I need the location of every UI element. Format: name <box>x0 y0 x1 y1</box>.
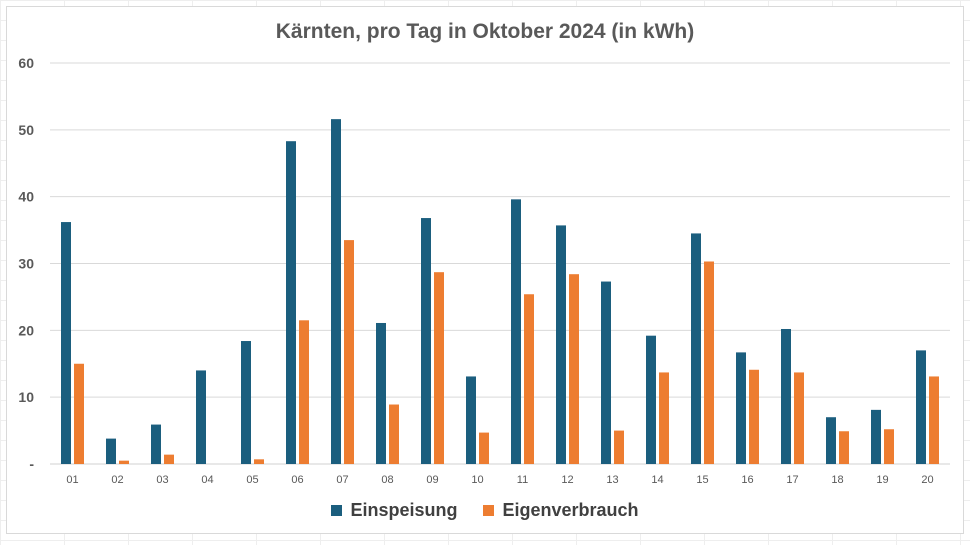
legend: Einspeisung Eigenverbrauch <box>0 500 970 521</box>
bar-einspeisung-08 <box>376 322 386 464</box>
bar-eigenverbrauch-08 <box>389 404 399 464</box>
bar-eigenverbrauch-10 <box>479 432 489 464</box>
bar-einspeisung-17 <box>781 328 791 464</box>
bar-einspeisung-18 <box>826 417 836 464</box>
x-tick-label: 19 <box>876 474 888 486</box>
bar-eigenverbrauch-07 <box>344 240 354 464</box>
x-tick-label: 05 <box>246 474 258 486</box>
x-tick-label: 08 <box>381 474 393 486</box>
y-tick-label: 60 <box>18 55 34 71</box>
bar-einspeisung-12 <box>556 225 566 464</box>
x-tick-label: 09 <box>426 474 438 486</box>
bar-einspeisung-19 <box>871 409 881 464</box>
bar-eigenverbrauch-05 <box>254 459 264 464</box>
legend-label-einspeisung: Einspeisung <box>350 500 458 520</box>
bar-einspeisung-13 <box>601 281 611 464</box>
bar-einspeisung-11 <box>511 199 521 464</box>
bar-einspeisung-14 <box>646 335 656 464</box>
bar-einspeisung-16 <box>736 352 746 464</box>
y-tick-label: - <box>29 456 34 472</box>
x-tick-label: 04 <box>201 474 213 486</box>
bar-einspeisung-09 <box>421 218 431 464</box>
bar-eigenverbrauch-17 <box>794 372 804 464</box>
x-tick-label: 03 <box>156 474 168 486</box>
legend-swatch-eigenverbrauch <box>483 505 495 516</box>
x-tick-label: 13 <box>606 474 618 486</box>
y-tick-label: 10 <box>18 389 34 405</box>
y-tick-label: 30 <box>18 256 34 272</box>
bar-einspeisung-10 <box>466 376 476 464</box>
bar-einspeisung-05 <box>241 341 251 464</box>
bar-eigenverbrauch-03 <box>164 454 174 464</box>
bar-eigenverbrauch-16 <box>749 369 759 464</box>
bar-eigenverbrauch-09 <box>434 272 444 464</box>
bar-eigenverbrauch-12 <box>569 274 579 464</box>
x-tick-label: 01 <box>66 474 78 486</box>
legend-swatch-einspeisung <box>331 505 343 516</box>
legend-item-eigenverbrauch: Eigenverbrauch <box>483 500 639 521</box>
bar-eigenverbrauch-18 <box>839 431 849 464</box>
chart-title: Kärnten, pro Tag in Oktober 2024 (in kWh… <box>275 20 695 43</box>
bar-eigenverbrauch-19 <box>884 429 894 464</box>
bar-einspeisung-02 <box>106 438 116 464</box>
legend-item-einspeisung: Einspeisung <box>331 500 457 521</box>
bar-eigenverbrauch-13 <box>614 430 624 464</box>
legend-label-eigenverbrauch: Eigenverbrauch <box>502 500 639 520</box>
y-tick-label: 40 <box>18 189 34 205</box>
bar-eigenverbrauch-14 <box>659 372 669 464</box>
bar-eigenverbrauch-11 <box>524 294 534 464</box>
x-tick-label: 07 <box>336 474 348 486</box>
bar-eigenverbrauch-02 <box>119 460 129 464</box>
x-tick-label: 12 <box>561 474 573 486</box>
bar-einspeisung-06 <box>286 141 296 464</box>
x-tick-label: 06 <box>291 474 303 486</box>
x-tick-label: 02 <box>111 474 123 486</box>
bar-eigenverbrauch-01 <box>74 363 84 464</box>
bar-einspeisung-07 <box>331 119 341 464</box>
x-tick-label: 11 <box>517 474 528 486</box>
y-tick-label: 50 <box>18 122 34 138</box>
x-tick-label: 15 <box>696 474 708 486</box>
bar-eigenverbrauch-06 <box>299 320 309 464</box>
x-tick-label: 16 <box>741 474 753 486</box>
bar-einspeisung-01 <box>61 222 71 464</box>
bar-eigenverbrauch-15 <box>704 261 714 464</box>
bar-eigenverbrauch-20 <box>929 376 939 464</box>
y-tick-label: 20 <box>18 322 34 338</box>
bar-einspeisung-15 <box>691 233 701 464</box>
x-tick-label: 17 <box>786 474 798 486</box>
x-tick-label: 18 <box>831 474 843 486</box>
x-tick-label: 20 <box>921 474 933 486</box>
x-tick-label: 14 <box>651 474 663 486</box>
bar-einspeisung-04 <box>196 370 206 464</box>
x-tick-label: 10 <box>471 474 483 486</box>
bar-einspeisung-20 <box>916 350 926 464</box>
bar-einspeisung-03 <box>151 424 161 464</box>
